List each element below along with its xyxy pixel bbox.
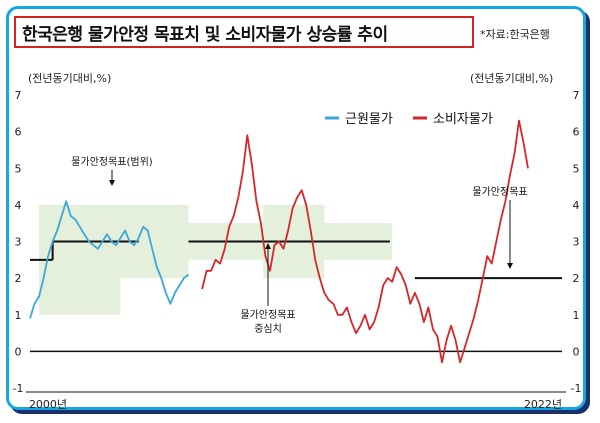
y-tick-right--1: -1 — [571, 382, 582, 395]
legend-label-1: 소비자물가 — [433, 112, 493, 127]
series-line-core — [29, 200, 190, 319]
y-tick-right-1: 1 — [573, 309, 580, 322]
legend-label-0: 근원물가 — [345, 112, 393, 127]
y-tick-left-4: 4 — [15, 199, 22, 212]
annotation-center-2: 중심치 — [254, 323, 282, 335]
y-tick-left-3: 3 — [15, 236, 22, 249]
x-label-end: 2022년 — [524, 398, 562, 411]
annotation-target-2022: 물가안정목표 — [472, 186, 527, 198]
y-tick-right-4: 4 — [573, 199, 580, 212]
annotation-target-range: 물가안정목표(범위) — [71, 155, 153, 168]
series-line-cpi — [201, 119, 529, 364]
annotation-center-1: 물가안정목표 — [240, 309, 295, 321]
y-tick-left-0: 0 — [15, 345, 22, 358]
y-tick-right-3: 3 — [573, 236, 580, 249]
y-tick-left-1: 1 — [15, 309, 22, 322]
y-tick-left-5: 5 — [15, 162, 22, 175]
y-tick-right-5: 5 — [573, 162, 580, 175]
y-tick-left--1: -1 — [13, 382, 24, 395]
annotation-arrowhead-2022 — [507, 263, 513, 269]
y-tick-left-6: 6 — [15, 126, 22, 139]
annotation-arrowhead-range — [109, 180, 115, 186]
y-tick-left-2: 2 — [15, 272, 22, 285]
y-tick-left-7: 7 — [15, 89, 22, 102]
y-tick-right-2: 2 — [573, 272, 580, 285]
x-label-start: 2000년 — [29, 398, 67, 411]
y-tick-right-0: 0 — [573, 345, 580, 358]
left-axis-unit: (전년동기대비,%) — [28, 72, 112, 85]
y-tick-right-7: 7 — [573, 89, 580, 102]
source-note: *자료:한국은행 — [480, 28, 550, 41]
chart-title: 한국은행 물가안정 목표치 및 소비자물가 상승률 추이 — [14, 16, 474, 48]
right-axis-unit: (전년동기대비,%) — [470, 72, 554, 85]
y-tick-right-6: 6 — [573, 126, 580, 139]
annotation-arrowhead-center — [265, 243, 271, 249]
